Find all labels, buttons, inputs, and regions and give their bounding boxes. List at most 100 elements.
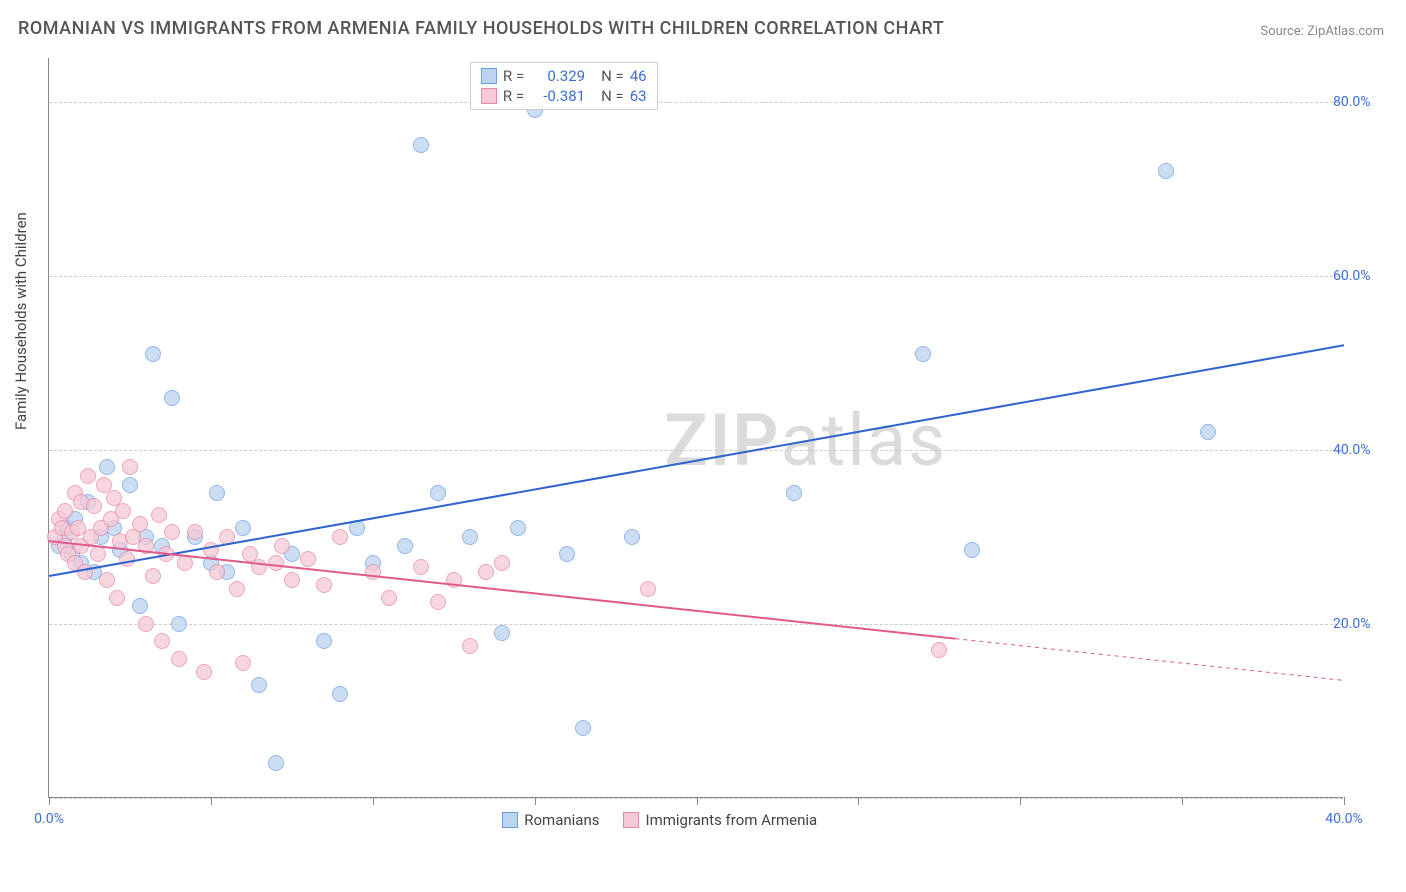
x-tick	[373, 797, 374, 805]
x-tick	[211, 797, 212, 805]
scatter-point-romanians	[494, 625, 510, 641]
legend-label: Romanians	[524, 811, 599, 829]
scatter-point-romanians	[316, 633, 332, 649]
gridline-h	[49, 102, 1343, 103]
scatter-point-armenia	[115, 503, 131, 519]
watermark-bold: ZIP	[664, 398, 780, 483]
legend-r-label: R =	[503, 67, 524, 85]
scatter-point-romanians	[209, 485, 225, 501]
trend-lines	[49, 58, 1344, 798]
legend-swatch	[481, 68, 497, 84]
scatter-point-armenia	[381, 590, 397, 606]
scatter-point-armenia	[235, 655, 251, 671]
scatter-point-romanians	[332, 686, 348, 702]
scatter-point-romanians	[397, 538, 413, 554]
plot-area: ZIPatlas 20.0%40.0%60.0%80.0%0.0%40.0%R …	[48, 58, 1343, 798]
scatter-point-romanians	[349, 520, 365, 536]
scatter-point-armenia	[119, 551, 135, 567]
scatter-point-armenia	[332, 529, 348, 545]
legend-row-romanians: R =0.329N =46	[481, 67, 647, 85]
scatter-point-romanians	[145, 346, 161, 362]
scatter-point-romanians	[1200, 424, 1216, 440]
scatter-point-romanians	[462, 529, 478, 545]
x-tick	[535, 797, 536, 805]
scatter-point-armenia	[640, 581, 656, 597]
scatter-point-romanians	[575, 720, 591, 736]
chart-title: ROMANIAN VS IMMIGRANTS FROM ARMENIA FAMI…	[18, 18, 944, 39]
legend-r-value: -0.381	[530, 87, 585, 105]
scatter-point-armenia	[251, 559, 267, 575]
scatter-point-armenia	[145, 568, 161, 584]
gridline-h	[49, 624, 1343, 625]
scatter-point-romanians	[171, 616, 187, 632]
scatter-point-romanians	[964, 542, 980, 558]
trend-line-armenia-extrapolated	[956, 639, 1345, 681]
scatter-point-armenia	[171, 651, 187, 667]
scatter-point-armenia	[122, 459, 138, 475]
scatter-point-armenia	[90, 546, 106, 562]
scatter-point-armenia	[99, 572, 115, 588]
scatter-point-armenia	[109, 590, 125, 606]
y-tick-label: 80.0%	[1333, 94, 1388, 110]
trend-line-romanians	[49, 345, 1344, 576]
scatter-point-armenia	[177, 555, 193, 571]
scatter-point-armenia	[274, 538, 290, 554]
scatter-point-armenia	[57, 503, 73, 519]
legend-swatch	[502, 812, 518, 828]
legend-item-armenia: Immigrants from Armenia	[623, 811, 817, 829]
scatter-point-armenia	[138, 616, 154, 632]
scatter-point-armenia	[219, 529, 235, 545]
scatter-point-romanians	[786, 485, 802, 501]
x-tick-label: 0.0%	[34, 811, 64, 827]
scatter-point-armenia	[158, 546, 174, 562]
legend-n-value: 63	[630, 87, 647, 105]
x-tick	[1020, 797, 1021, 805]
x-tick-label: 40.0%	[1325, 811, 1363, 827]
scatter-point-armenia	[154, 633, 170, 649]
scatter-point-armenia	[446, 572, 462, 588]
scatter-point-armenia	[86, 498, 102, 514]
y-axis-label: Family Households with Children	[12, 212, 30, 430]
source-name: ZipAtlas.com	[1307, 24, 1384, 39]
legend-swatch	[481, 88, 497, 104]
scatter-point-romanians	[559, 546, 575, 562]
scatter-point-armenia	[268, 555, 284, 571]
legend-correlation-box: R =0.329N =46R = -0.381 N = 63	[470, 62, 658, 110]
legend-n-label: N =	[601, 87, 624, 105]
scatter-point-romanians	[430, 485, 446, 501]
legend-label: Immigrants from Armenia	[645, 811, 817, 829]
scatter-point-armenia	[931, 642, 947, 658]
scatter-point-armenia	[187, 524, 203, 540]
scatter-point-romanians	[251, 677, 267, 693]
scatter-point-romanians	[235, 520, 251, 536]
legend-row-armenia: R =-0.381N =63	[481, 87, 647, 105]
scatter-point-romanians	[915, 346, 931, 362]
source-prefix: Source:	[1260, 24, 1307, 39]
scatter-point-armenia	[138, 538, 154, 554]
scatter-point-armenia	[430, 594, 446, 610]
legend-item-romanians: Romanians	[502, 811, 599, 829]
y-tick-label: 60.0%	[1333, 268, 1388, 284]
scatter-point-armenia	[284, 572, 300, 588]
scatter-point-romanians	[413, 137, 429, 153]
scatter-point-armenia	[164, 524, 180, 540]
scatter-point-armenia	[494, 555, 510, 571]
scatter-point-armenia	[80, 468, 96, 484]
watermark: ZIPatlas	[664, 398, 947, 483]
gridline-h	[49, 276, 1343, 277]
scatter-point-armenia	[196, 664, 212, 680]
scatter-point-armenia	[209, 564, 225, 580]
scatter-point-romanians	[510, 520, 526, 536]
x-tick	[1344, 797, 1345, 805]
scatter-point-armenia	[478, 564, 494, 580]
scatter-point-romanians	[99, 459, 115, 475]
legend-n-value: 46	[630, 67, 647, 85]
plot-container: ZIPatlas 20.0%40.0%60.0%80.0%0.0%40.0%R …	[48, 58, 1388, 828]
watermark-light: atlas	[781, 398, 948, 483]
scatter-point-armenia	[365, 564, 381, 580]
x-tick	[858, 797, 859, 805]
scatter-point-armenia	[413, 559, 429, 575]
gridline-h	[49, 450, 1343, 451]
x-tick	[49, 797, 50, 805]
scatter-point-romanians	[268, 755, 284, 771]
